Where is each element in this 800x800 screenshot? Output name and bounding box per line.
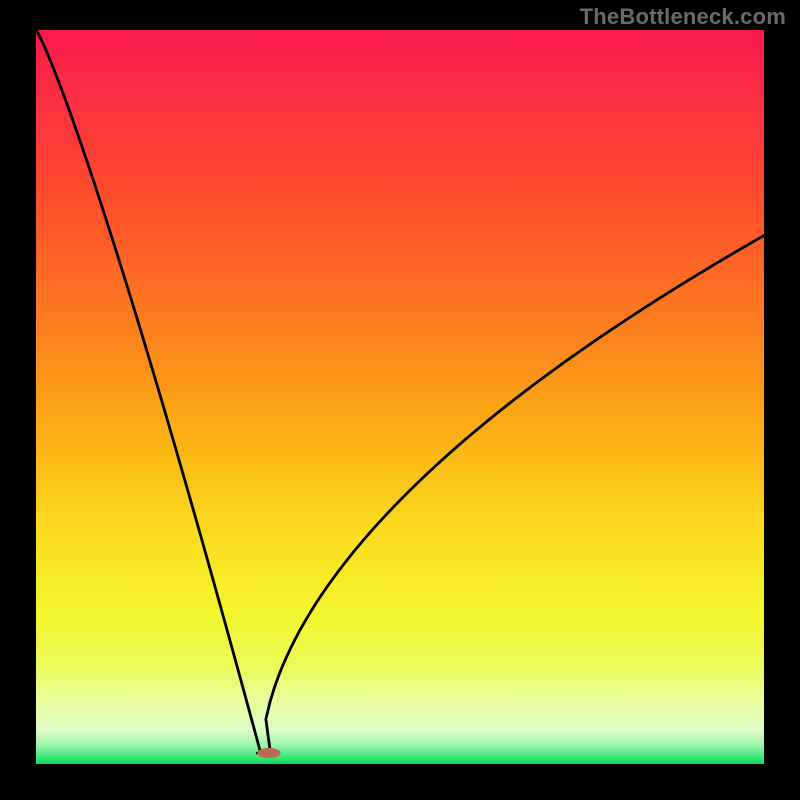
gradient-background — [36, 30, 764, 764]
plot-area — [36, 30, 764, 764]
plot-svg — [36, 30, 764, 764]
chart-frame: TheBottleneck.com — [0, 0, 800, 800]
dip-marker — [257, 748, 280, 758]
watermark-text: TheBottleneck.com — [580, 4, 786, 30]
